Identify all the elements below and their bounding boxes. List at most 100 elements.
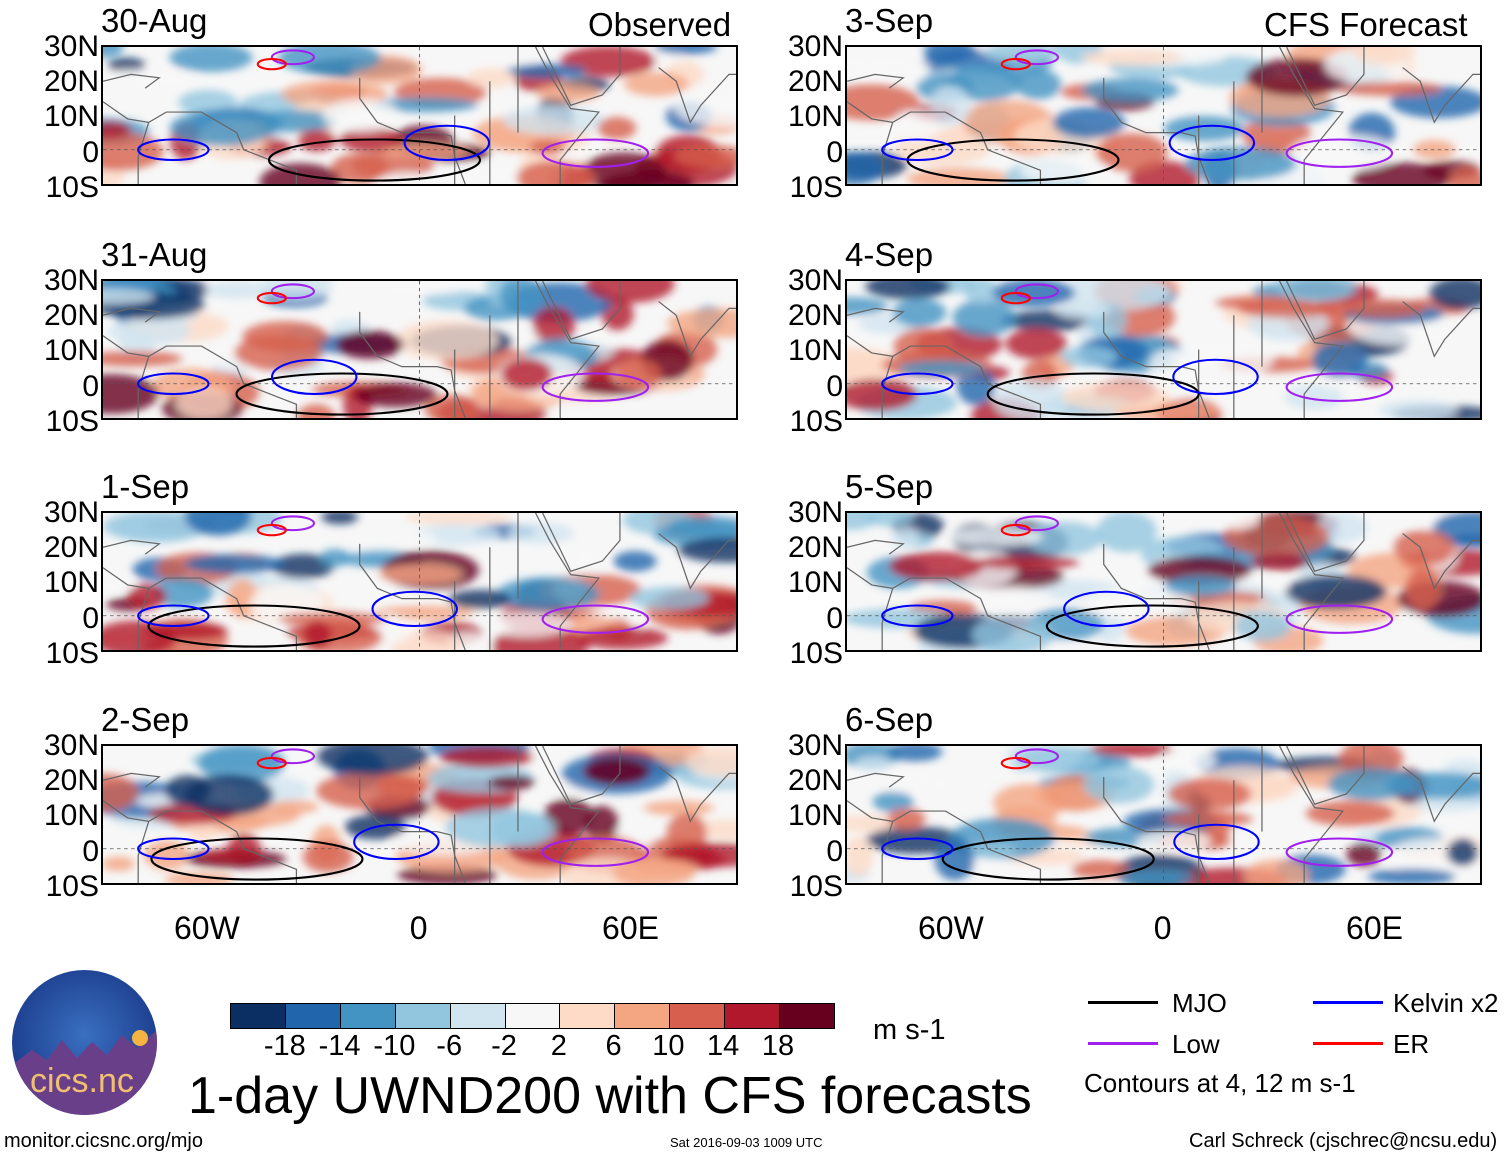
colorbar-swatch: [340, 1004, 396, 1028]
lat-label: 0: [82, 369, 99, 403]
lat-label: 20N: [787, 65, 843, 99]
wave-contour: [256, 57, 287, 71]
wave-contour: [1014, 49, 1060, 66]
lat-label: 30N: [787, 729, 843, 762]
forecast-label: CFS Forecast: [1264, 6, 1468, 43]
lat-label: 30N: [787, 496, 843, 529]
panel-date: 31-Aug: [101, 236, 208, 273]
wave-contour: [986, 372, 1200, 416]
panel-date: 6-Sep: [845, 701, 934, 738]
lat-label: 10S: [789, 404, 843, 438]
colorbar-tick: 14: [707, 1030, 740, 1062]
colorbar-tick: -2: [491, 1030, 517, 1062]
wave-contour: [1000, 523, 1031, 537]
lat-label: 30N: [787, 264, 843, 297]
lat-label: 20N: [787, 299, 843, 333]
map-panel-forecast-1: [845, 279, 1482, 420]
lat-label: 10S: [789, 636, 843, 670]
wave-contour: [371, 590, 458, 628]
colorbar-swatch: [285, 1004, 341, 1028]
lat-label: 20N: [43, 764, 99, 798]
wave-contour: [270, 49, 316, 66]
colorbar-swatch: [560, 1004, 616, 1028]
low-line-icon: [1088, 1042, 1158, 1045]
wave-contour: [881, 138, 954, 162]
wave-contour: [270, 358, 358, 396]
colorbar-swatch: [395, 1004, 451, 1028]
colorbar-swatch: [231, 1004, 286, 1028]
lon-label: 60E: [602, 910, 659, 946]
figure-title: 1-day UWND200 with CFS forecasts: [188, 1067, 1032, 1125]
wave-contour: [881, 372, 954, 396]
footer-timestamp: Sat 2016-09-03 1009 UTC: [670, 1135, 823, 1150]
colorbar-swatch: [505, 1004, 561, 1028]
map-panel-forecast-0: [845, 45, 1482, 186]
wave-contour: [270, 283, 316, 300]
wave-contour: [150, 837, 364, 881]
contours-note: Contours at 4, 12 m s-1: [1084, 1068, 1356, 1098]
colorbar-tick: -10: [373, 1030, 416, 1062]
wave-contour: [267, 138, 482, 182]
footer-url[interactable]: monitor.cicsnc.org/mjo: [4, 1130, 203, 1152]
wave-contour: [881, 604, 954, 628]
colorbar-swatch: [725, 1004, 781, 1028]
colorbar-tick: -18: [263, 1030, 306, 1062]
footer-author: Carl Schreck (cjschrec@ncsu.edu): [1189, 1130, 1498, 1152]
map-panel-observed-1: [101, 279, 738, 420]
wave-contour: [541, 138, 650, 168]
panel-date: 2-Sep: [101, 701, 190, 738]
colorbar-tick: 18: [761, 1030, 795, 1062]
colorbar-tick: -6: [436, 1030, 463, 1062]
wave-contour: [1014, 515, 1060, 532]
lat-label: 10S: [45, 170, 99, 204]
wave-contour: [137, 837, 210, 861]
panel-date: 4-Sep: [845, 236, 934, 273]
map-panel-observed-0: [101, 45, 738, 186]
lat-label: 30N: [787, 30, 843, 63]
panel-date: 3-Sep: [845, 2, 934, 39]
wave-contour: [1063, 590, 1150, 628]
colorbar-swatch: [780, 1004, 834, 1028]
lat-label: 20N: [43, 65, 99, 99]
wave-contour: [1000, 291, 1031, 305]
wave-contour: [353, 823, 440, 861]
colorbar-units: m s-1: [873, 1014, 946, 1046]
lat-label: 10N: [787, 100, 843, 134]
wave-contour: [541, 837, 650, 867]
wave-contour: [256, 291, 287, 305]
lat-label: 0: [826, 601, 843, 635]
wave-contour: [1285, 837, 1394, 867]
lat-label: 30N: [43, 496, 99, 529]
wave-contour: [941, 837, 1155, 881]
lat-label: 30N: [43, 30, 99, 63]
colorbar-tick: 10: [652, 1030, 685, 1062]
lat-label: 0: [82, 135, 99, 169]
wave-contour: [137, 372, 210, 396]
wave-contour: [541, 604, 650, 634]
wave-contour: [403, 124, 491, 162]
wave-contour: [147, 604, 361, 648]
lat-label: 30N: [43, 264, 99, 297]
panel-date: 5-Sep: [845, 468, 934, 505]
lat-label: 10N: [787, 799, 843, 833]
lat-label: 10N: [43, 799, 99, 833]
colorbar-tick: -14: [318, 1030, 361, 1062]
lat-label: 10S: [45, 636, 99, 670]
lat-label: 10N: [43, 334, 99, 368]
wave-contour: [256, 523, 287, 537]
wave-contour: [137, 604, 210, 628]
wave-contour: [1285, 604, 1394, 634]
lat-label: 30N: [43, 729, 99, 762]
wave-contour: [235, 372, 449, 416]
lat-label: 0: [826, 135, 843, 169]
lat-label: 0: [82, 834, 99, 868]
map-panel-forecast-3: [845, 744, 1482, 885]
legend-low: Low: [1172, 1029, 1220, 1059]
lon-label: 60E: [1346, 910, 1403, 946]
lon-label: 0: [409, 910, 428, 946]
lat-label: 20N: [787, 764, 843, 798]
lat-label: 10S: [789, 869, 843, 903]
colorbar-swatch: [450, 1004, 506, 1028]
panel-date: 1-Sep: [101, 468, 190, 505]
er-line-icon: [1313, 1042, 1383, 1045]
